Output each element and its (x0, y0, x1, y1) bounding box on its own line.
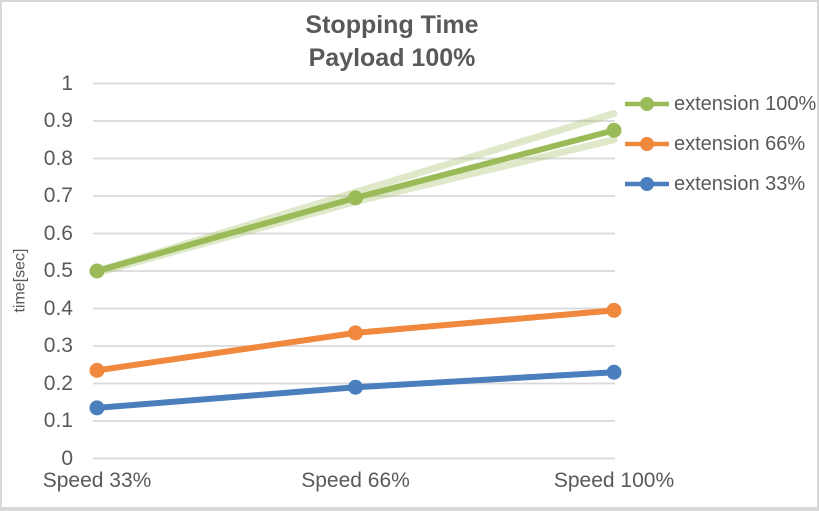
y-axis-tick-label: 1 (61, 71, 73, 95)
legend-marker-icon (625, 177, 669, 191)
data-point-marker (89, 263, 105, 279)
legend-item: extension 100% (624, 84, 816, 124)
chart-title: Stopping Time Payload 100% (2, 9, 782, 75)
y-axis-tick-label: 0.2 (43, 371, 73, 395)
chart-title-line1: Stopping Time (305, 11, 479, 39)
data-point-marker (89, 400, 105, 416)
x-axis-label: Speed 66% (301, 469, 410, 492)
y-axis-tick-label: 0.7 (43, 184, 73, 207)
y-axis-tick-label: 0 (61, 446, 73, 470)
legend-label: extension 33% (674, 172, 806, 195)
data-point-marker (606, 122, 622, 138)
background-run-line (93, 136, 618, 277)
data-point-marker (348, 379, 363, 395)
legend-label: extension 100% (674, 92, 817, 115)
legend-marker-icon (625, 97, 669, 111)
y-axis-tick-label: 0.4 (43, 296, 73, 320)
data-point-marker (348, 190, 363, 206)
data-point-marker (606, 364, 622, 380)
data-point-marker (606, 302, 622, 318)
y-axis-tick-label: 0.8 (43, 146, 73, 170)
legend-label: extension 66% (674, 132, 806, 155)
y-axis-tick-label: 0.6 (43, 221, 73, 245)
legend-marker-icon (625, 137, 669, 151)
legend-item: extension 33% (624, 164, 816, 204)
y-axis-tick-label: 0.9 (43, 109, 73, 132)
legend: extension 100% extension 66% extension 33% (624, 84, 816, 204)
x-axis-label: Speed 100% (553, 469, 675, 492)
y-axis-tick-label: 0.1 (43, 409, 73, 432)
y-axis-tick-label: 0.5 (43, 259, 73, 282)
chart-title-line2: Payload 100% (308, 44, 476, 72)
y-axis-tick-label: 0.3 (43, 334, 73, 357)
data-point-marker (348, 325, 363, 341)
x-axis-label: Speed 33% (42, 469, 152, 492)
data-point-marker (89, 362, 105, 378)
legend-item: extension 66% (624, 124, 816, 164)
